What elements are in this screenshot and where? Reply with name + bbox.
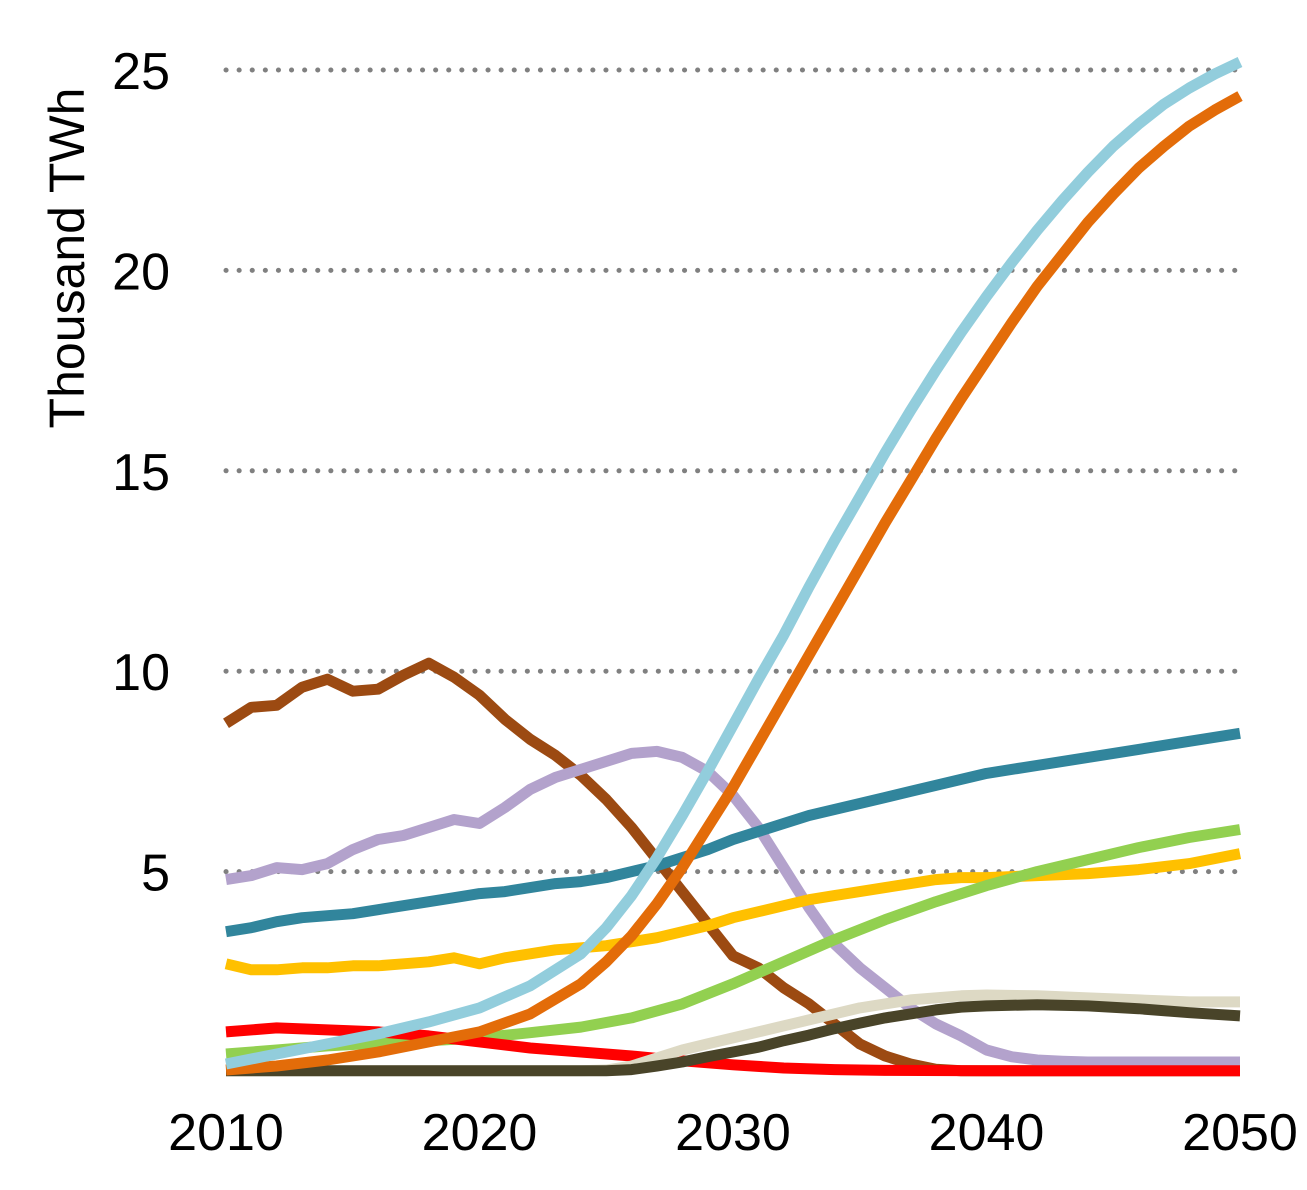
x-tick-label: 2020 xyxy=(422,1104,538,1162)
gridlines xyxy=(223,67,1243,875)
series-lines xyxy=(223,57,1243,1077)
series-line-4 xyxy=(224,848,1242,976)
y-axis-label: Thousand TWh xyxy=(39,88,95,429)
x-tick-label: 2040 xyxy=(929,1104,1045,1162)
series-line-2 xyxy=(225,745,1240,1068)
y-tick-label: 25 xyxy=(112,43,170,101)
y-tick-label: 15 xyxy=(112,444,170,502)
y-tick-label: 20 xyxy=(112,243,170,301)
y-tick-label: 10 xyxy=(112,644,170,702)
y-tick-label: 5 xyxy=(141,845,170,903)
series-line-9 xyxy=(225,91,1243,1076)
series-line-6 xyxy=(225,1022,1240,1077)
x-tick-label: 2030 xyxy=(675,1104,791,1162)
x-tick-label: 2010 xyxy=(168,1104,284,1162)
series-line-7 xyxy=(226,989,1240,1077)
series-line-10 xyxy=(224,57,1243,1070)
series-line-8 xyxy=(226,999,1241,1077)
x-tick-labels: 2010 2020 2030 2040 2050 xyxy=(168,1104,1298,1162)
series-line-1 xyxy=(223,657,1240,1077)
y-tick-labels: 5 10 15 20 25 xyxy=(112,43,170,903)
x-tick-label: 2050 xyxy=(1182,1104,1298,1162)
series-line-3 xyxy=(225,727,1241,938)
series-line-5 xyxy=(225,824,1241,1060)
